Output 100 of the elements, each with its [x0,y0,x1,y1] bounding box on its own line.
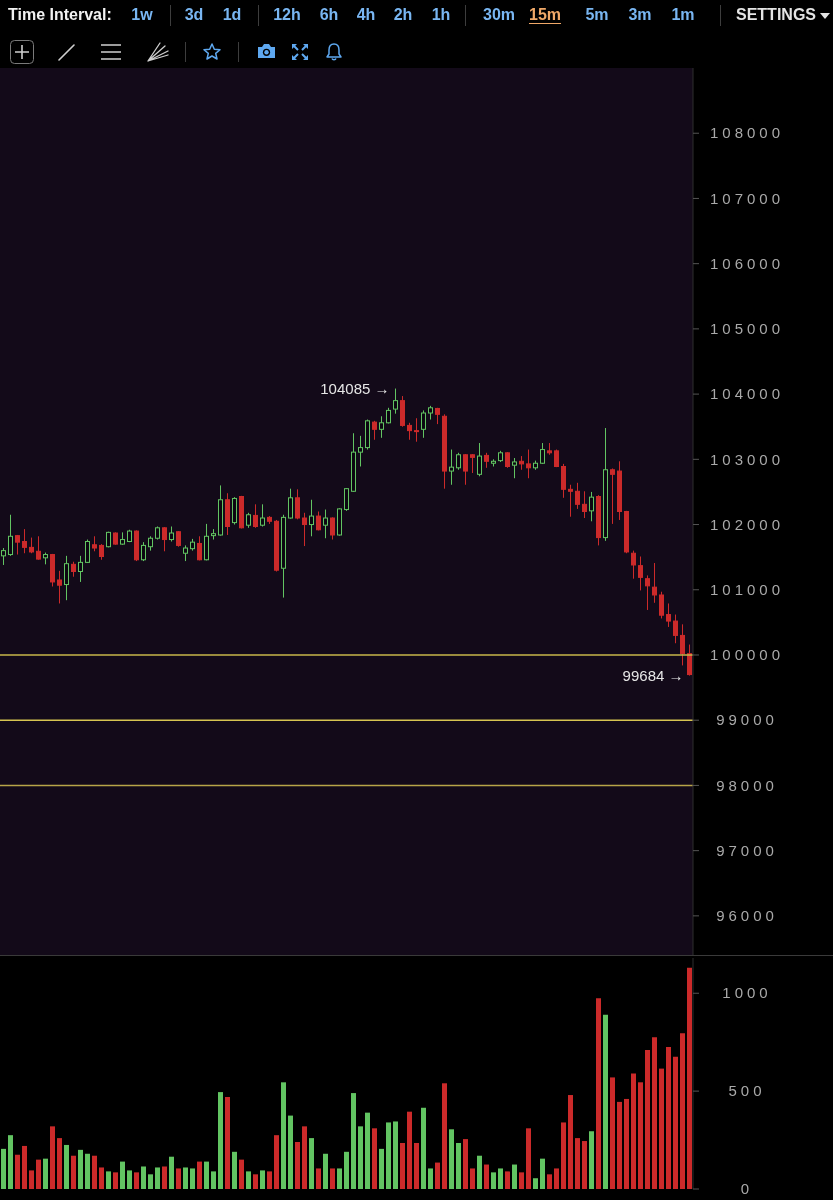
candlestick [57,570,62,604]
bar [183,1167,188,1189]
candlestick [582,490,587,519]
bar [358,1126,363,1189]
bar [267,1171,272,1189]
text: 1d [222,5,242,25]
candlestick [358,435,363,467]
y-tick-label: 500 [728,1082,766,1100]
bar [225,1096,230,1189]
bar [113,1172,118,1189]
bar [484,1164,489,1189]
bar [134,1172,139,1189]
bar [547,1174,552,1189]
candlestick [323,509,328,539]
bar [197,1161,202,1189]
candlestick [477,442,482,477]
bar [8,1135,13,1189]
bar [680,1033,685,1189]
text: 5m [585,5,609,25]
candlestick [470,453,475,474]
candlestick [302,512,307,547]
text: 3m [628,5,652,25]
bar [463,1139,468,1189]
y-tick-label: 96000 [716,907,778,925]
bar [36,1159,41,1189]
bar [372,1128,377,1189]
candlestick [141,541,146,562]
text: 4h [356,5,376,25]
candlestick [36,535,41,561]
bar [232,1151,237,1189]
annotation: 104085 → [320,379,390,398]
bar [274,1135,279,1189]
bar [78,1149,83,1189]
bar [414,1143,419,1189]
candlestick [540,442,545,465]
bar [344,1151,349,1189]
bar [64,1144,69,1189]
candlestick [561,463,566,499]
candlestick [645,574,650,611]
bar [512,1164,517,1189]
bar [50,1126,55,1189]
candlestick [344,487,349,512]
candlestick [449,449,454,486]
annotation: 99684 → [622,666,684,685]
candlestick [78,555,83,583]
bar [470,1168,475,1189]
candlestick [204,523,209,561]
bar [309,1138,314,1189]
candlestick [589,491,594,522]
bar [99,1167,104,1189]
candlestick [638,556,643,591]
y-tick-label: 100000 [709,646,785,664]
text: 6h [319,5,339,25]
bar [365,1112,370,1189]
bar [22,1145,27,1189]
bar [659,1068,664,1189]
bar [323,1153,328,1189]
bar [582,1141,587,1189]
bar [148,1174,153,1189]
candlestick [8,514,13,557]
bar [645,1050,650,1189]
bar [666,1047,671,1189]
bar [477,1155,482,1189]
bar [624,1098,629,1189]
y-tick-label: 102000 [709,515,785,533]
bar [393,1121,398,1189]
bar [141,1166,146,1189]
bar [575,1138,580,1189]
text: 30m [482,5,516,25]
text: 12h [273,5,301,25]
bar [526,1128,531,1189]
bar [638,1082,643,1189]
y-tick-label: 101000 [709,581,785,599]
candlestick [673,614,678,644]
bar [337,1168,342,1189]
bar [120,1161,125,1189]
y-tick-label: 104000 [709,385,785,403]
candlestick [575,482,580,510]
candlestick [197,535,202,561]
bar [631,1073,636,1189]
text: 1w [131,5,153,25]
bar [435,1162,440,1189]
candlestick [687,644,692,677]
candlestick [610,467,615,525]
bar [218,1092,223,1189]
bar [71,1155,76,1189]
text: 1h [431,5,451,25]
bar [316,1168,321,1189]
y-tick-label: 108000 [709,124,785,142]
bar [554,1168,559,1189]
y-tick-label: 99000 [716,711,778,729]
bar [57,1138,62,1189]
bar [456,1143,461,1189]
bar [442,1083,447,1189]
candlestick [414,417,419,443]
bar [15,1154,20,1189]
bar [428,1168,433,1189]
y-tick-label: 1000 [722,984,772,1002]
bar [421,1107,426,1189]
bar [617,1101,622,1189]
